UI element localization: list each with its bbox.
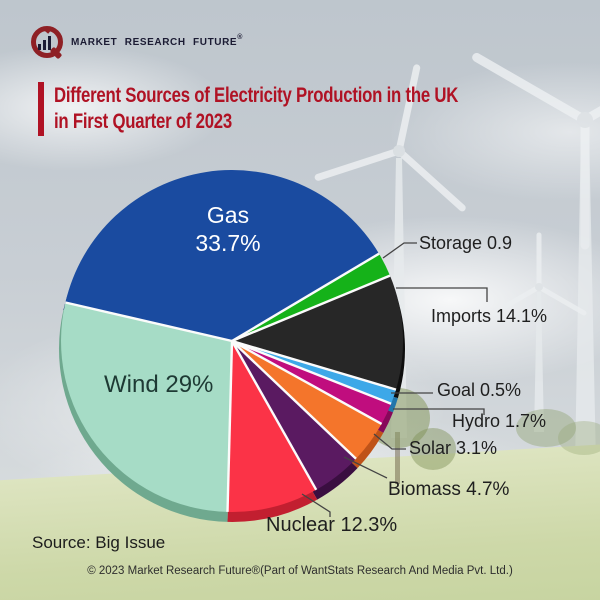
pie-slice-gas <box>65 170 380 341</box>
pie-separator <box>231 339 397 391</box>
registered-mark: ® <box>237 34 243 41</box>
page-title-line2: in First Quarter of 2023 <box>54 109 232 133</box>
title-accent-bar <box>38 82 44 136</box>
pie-label-gas-name: Gas <box>206 202 250 228</box>
chart-title-block: Different Sources of Electricity Product… <box>38 82 600 136</box>
magnifier-chart-icon <box>30 24 64 60</box>
source-note: Source: Big Issue <box>32 533 166 552</box>
pie-label-hydro: Hydro 1.7% <box>452 411 547 431</box>
pie-slice-storage <box>232 253 390 341</box>
pie-label-goal: Goal 0.5% <box>437 380 522 400</box>
leader-line-imports <box>396 287 488 302</box>
pie-label-gas-value: 33.7% <box>195 230 261 256</box>
pie-slice-biomass <box>232 341 356 490</box>
pie-label-imports: Imports 14.1% <box>431 306 548 326</box>
pie-label-solar: Solar 3.1% <box>409 438 498 458</box>
page-title-line1: Different Sources of Electricity Product… <box>54 83 459 107</box>
pie-separator <box>65 301 233 343</box>
pie-slice-imports <box>232 275 404 390</box>
pie-label-storage: Storage 0.9 <box>419 233 513 253</box>
leader-line-hydro <box>393 408 485 415</box>
pie-separator <box>226 340 234 512</box>
copyright-footer: © 2023 Market Research Future®(Part of W… <box>87 565 513 577</box>
leader-line-biomass <box>343 456 388 479</box>
pie-label-gas: Gas 33.7% <box>152 201 304 257</box>
pie-separator <box>231 252 380 343</box>
pie-separator <box>230 340 318 491</box>
leader-line-storage <box>382 242 417 259</box>
pie-slice-wind <box>61 302 232 512</box>
pie-slice-solar <box>232 341 382 459</box>
brand-logo: MARKET RESEARCH FUTURE® <box>30 24 243 60</box>
pie-label-nuclear: Nuclear 12.3% <box>266 514 398 536</box>
pie-label-wind: Wind 29% <box>104 371 214 398</box>
brand-name-text: MARKET RESEARCH FUTURE <box>71 37 238 48</box>
pie-separator <box>231 339 392 405</box>
pie-slice-nuclear <box>227 341 317 512</box>
wind-turbine-right-small <box>491 232 587 432</box>
wind-turbine-right-large <box>472 53 600 465</box>
leader-line-solar <box>373 433 406 450</box>
brand-name: MARKET RESEARCH FUTURE® <box>71 34 243 48</box>
pie-separator <box>231 339 383 425</box>
pie-label-biomass: Biomass 4.7% <box>388 479 510 500</box>
page-title: Different Sources of Electricity Product… <box>54 82 569 136</box>
leader-line-nuclear <box>301 493 331 517</box>
pie-separator <box>231 340 357 460</box>
pie-separator <box>231 274 391 343</box>
